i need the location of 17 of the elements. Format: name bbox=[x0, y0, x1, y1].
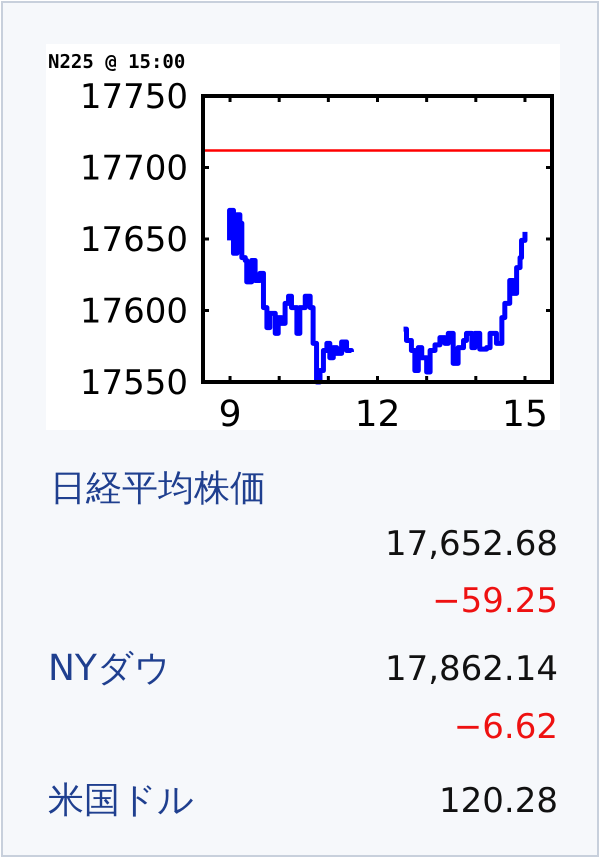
chart-title: N225 @ 15:00 bbox=[48, 51, 186, 73]
x-tick-label: 9 bbox=[218, 394, 242, 435]
text: −59.25 bbox=[432, 581, 558, 621]
x-tick-label: 15 bbox=[502, 394, 548, 435]
text: 120.28 bbox=[439, 781, 558, 821]
text: 米国ドル bbox=[48, 780, 194, 821]
text: 17,652.68 bbox=[384, 524, 558, 564]
y-tick-label: 17600 bbox=[80, 292, 188, 332]
x-tick-label: 12 bbox=[354, 394, 400, 435]
y-tick-label: 17700 bbox=[80, 148, 188, 189]
y-tick-label: 17550 bbox=[80, 363, 188, 404]
text: NYダウ bbox=[48, 648, 171, 689]
text: 日経平均株価 bbox=[50, 468, 266, 509]
text: 17,862.14 bbox=[384, 649, 558, 689]
y-tick-label: 17650 bbox=[80, 220, 188, 260]
text: −6.62 bbox=[454, 707, 558, 747]
y-tick-label: 17750 bbox=[80, 77, 188, 118]
